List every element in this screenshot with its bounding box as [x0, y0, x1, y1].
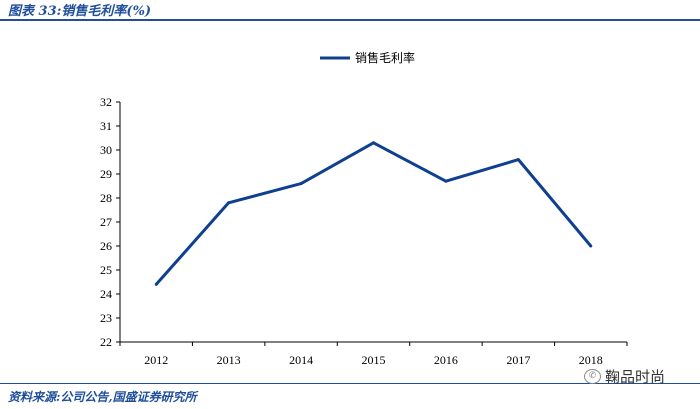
x-tick-label: 2013 — [217, 353, 241, 367]
y-tick-label: 23 — [100, 311, 112, 325]
x-tick-label: 2017 — [506, 353, 530, 367]
data-point — [372, 141, 375, 145]
legend-label: 销售毛利率 — [355, 50, 415, 65]
source-note: 资料来源:公司公告,国盛证券研究所 — [8, 390, 197, 404]
x-tick-label: 2015 — [362, 353, 386, 367]
y-tick-label: 30 — [100, 143, 112, 157]
y-tick-label: 24 — [100, 287, 112, 301]
y-tick-label: 28 — [100, 191, 112, 205]
series-line — [155, 141, 592, 286]
y-tick-label: 25 — [100, 263, 112, 277]
chart-plot — [154, 141, 593, 286]
chart-legend: 销售毛利率 — [320, 50, 415, 65]
watermark-text: 鞠品时尚 — [605, 368, 666, 386]
y-tick-label: 32 — [100, 95, 112, 109]
data-point — [154, 282, 158, 286]
chart-axes: 22 23 24 25 26 27 28 29 30 31 32 2012 2013 2014 2015 20… — [100, 95, 628, 367]
x-tick-label: 2014 — [289, 353, 313, 367]
x-tick-label: 2016 — [434, 353, 458, 367]
data-point — [299, 182, 303, 186]
y-tick-label: 26 — [100, 239, 112, 253]
wechat-icon: ✆ — [584, 369, 601, 384]
y-tick-label: 27 — [100, 215, 112, 229]
figure-title: 图表 33:销售毛利率(%) — [8, 4, 152, 19]
x-tick-label: 2018 — [579, 353, 603, 367]
data-point — [589, 244, 593, 248]
y-tick-label: 29 — [100, 167, 112, 181]
data-point — [516, 158, 520, 162]
watermark: ✆ 鞠品时尚 — [584, 366, 665, 387]
y-tick-label: 31 — [100, 119, 112, 133]
x-tick-label: 2012 — [144, 353, 168, 367]
data-point — [444, 179, 448, 183]
data-point — [227, 201, 231, 205]
y-tick-label: 22 — [100, 335, 112, 349]
bottom-divider — [0, 383, 700, 384]
top-divider — [0, 19, 700, 21]
